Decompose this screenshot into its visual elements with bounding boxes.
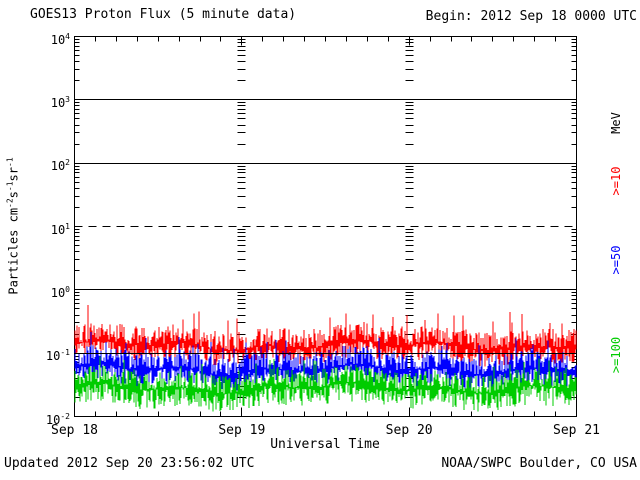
x-axis-title: Universal Time: [270, 437, 380, 452]
trace-ge10-mev: [74, 305, 577, 367]
x-axis-tick-label: Sep 18: [51, 423, 98, 438]
y-axis-tick-label: 104: [50, 31, 70, 47]
y-axis-tick-label: 100: [50, 284, 70, 300]
updated-timestamp: Updated 2012 Sep 20 23:56:02 UTC: [4, 456, 255, 471]
attribution: NOAA/SWPC Boulder, CO USA: [441, 456, 637, 471]
y-axis-tick-label: 10-2: [45, 411, 70, 427]
x-axis-tick-label: Sep 21: [553, 423, 600, 438]
chart-title: GOES13 Proton Flux (5 minute data): [30, 7, 297, 22]
x-axis-tick-label: Sep 20: [385, 423, 433, 438]
trace-ge100-mev: [74, 356, 577, 412]
trace-ge50-mev: [74, 332, 577, 392]
y-axis-tick-label: 102: [50, 158, 70, 174]
y-axis-tick-label: 101: [50, 221, 70, 237]
y-axis-tick-label: 103: [50, 94, 70, 110]
begin-timestamp: Begin: 2012 Sep 18 0000 UTC: [425, 9, 637, 24]
x-axis-tick-label: Sep 19: [218, 423, 266, 438]
y-axis-tick-label: 10-1: [45, 348, 70, 364]
